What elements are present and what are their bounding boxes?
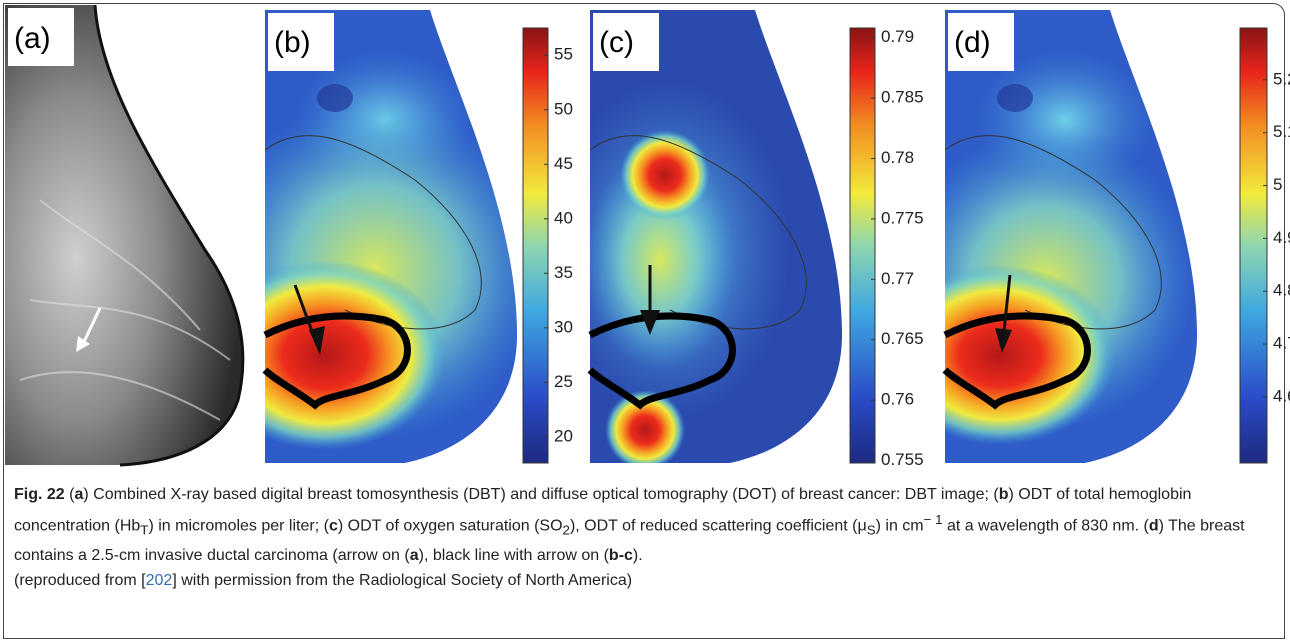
- panel-label: (c): [599, 26, 634, 59]
- caption-text: T: [140, 522, 149, 538]
- colorbar: [849, 27, 876, 464]
- caption-text: (reproduced from [: [14, 571, 146, 589]
- panel-label: (b): [274, 26, 311, 59]
- colorbar-tick-label: 4.6: [1273, 386, 1290, 405]
- panel-a-image: [5, 4, 245, 467]
- colorbar-tick-label: 5: [1273, 175, 1282, 194]
- colorbar-tick-label: 25: [554, 372, 573, 391]
- colorbar-tick-label: 4.8: [1273, 281, 1290, 300]
- colorbar: [1239, 27, 1268, 464]
- caption-text: ), ODT of reduced scattering coefficient…: [569, 517, 867, 535]
- caption-text: ) ODT of total hemoglobin concentration …: [14, 486, 1192, 535]
- colorbar-tick-label: 0.78: [881, 148, 914, 167]
- colorbar-tick-label: 0.785: [881, 88, 924, 107]
- colorbar-tick-label: 5.2: [1273, 69, 1290, 88]
- colorbar-tick-label: 0.79: [881, 27, 914, 46]
- colorbar-tick-label: 4.7: [1273, 334, 1290, 353]
- caption-text: ).: [632, 546, 643, 564]
- figure-frame: [3, 3, 1285, 639]
- caption-text: ) The breast contains a 2.5-cm invasive …: [14, 517, 1245, 564]
- reference-link[interactable]: 202: [145, 571, 173, 589]
- colorbar-tick-label: 0.76: [881, 390, 914, 409]
- caption-paragraph: Fig. 22 (a) Combined X-ray based digital…: [14, 482, 1282, 568]
- colorbar-tick-label: 20: [554, 426, 573, 445]
- caption-text: ) Combined X-ray based digital breast to…: [83, 486, 999, 503]
- colorbar-tick-label: 4.9: [1273, 228, 1290, 247]
- caption-text: ) in cm: [875, 517, 924, 535]
- panel-c-image: [587, 10, 843, 463]
- colorbar-tick-label: 55: [554, 45, 573, 64]
- caption-text: d: [1148, 517, 1159, 535]
- caption-text: S: [866, 522, 876, 538]
- colorbar-tick-label: 0.77: [881, 269, 914, 288]
- colorbar-tick-label: 35: [554, 263, 573, 282]
- caption-text: − 1: [923, 512, 943, 527]
- figure: (a) (b) (c) (d) 20 25 30 35 40 45 50 55 0.755 0.7…: [5, 4, 1290, 469]
- panel-label: (d): [954, 26, 991, 59]
- colorbar-tick-label: 30: [554, 317, 573, 336]
- caption-text: ] with permission from the Radiological …: [172, 571, 633, 589]
- caption-text: c: [328, 517, 338, 535]
- caption-text: 2: [562, 522, 570, 538]
- caption-text: ) ODT of oxygen saturation (SO: [337, 517, 563, 535]
- colorbar-tick-label: 40: [554, 208, 573, 227]
- colorbar: [522, 27, 549, 464]
- caption-text: a: [74, 486, 84, 503]
- colorbar-tick-label: 0.755: [881, 450, 924, 469]
- colorbar-tick-label: 50: [554, 99, 573, 118]
- caption-text: b-c: [608, 546, 633, 564]
- caption-text: Fig. 22: [14, 486, 65, 503]
- caption-text: a: [409, 546, 419, 564]
- colorbar-tick-label: 45: [554, 154, 573, 173]
- colorbar-tick-label: 0.765: [881, 329, 924, 348]
- caption-text: ) in micromoles per liter; (: [148, 517, 329, 535]
- colorbar-tick-label: 5.1: [1273, 122, 1290, 141]
- caption-text: (: [64, 486, 75, 503]
- caption-text: at a wavelength of 830 nm. (: [942, 517, 1149, 535]
- panel-label: (a): [14, 22, 51, 55]
- caption: Fig. 22 (a) Combined X-ray based digital…: [14, 482, 1282, 593]
- caption-text: ), black line with arrow on (: [418, 546, 609, 564]
- caption-text: b: [998, 486, 1009, 503]
- panel-d-image: [942, 10, 1198, 463]
- panel-b-image: [262, 10, 518, 463]
- colorbar-tick-label: 0.775: [881, 208, 924, 227]
- caption-paragraph: (reproduced from [202] with permission f…: [14, 568, 1282, 593]
